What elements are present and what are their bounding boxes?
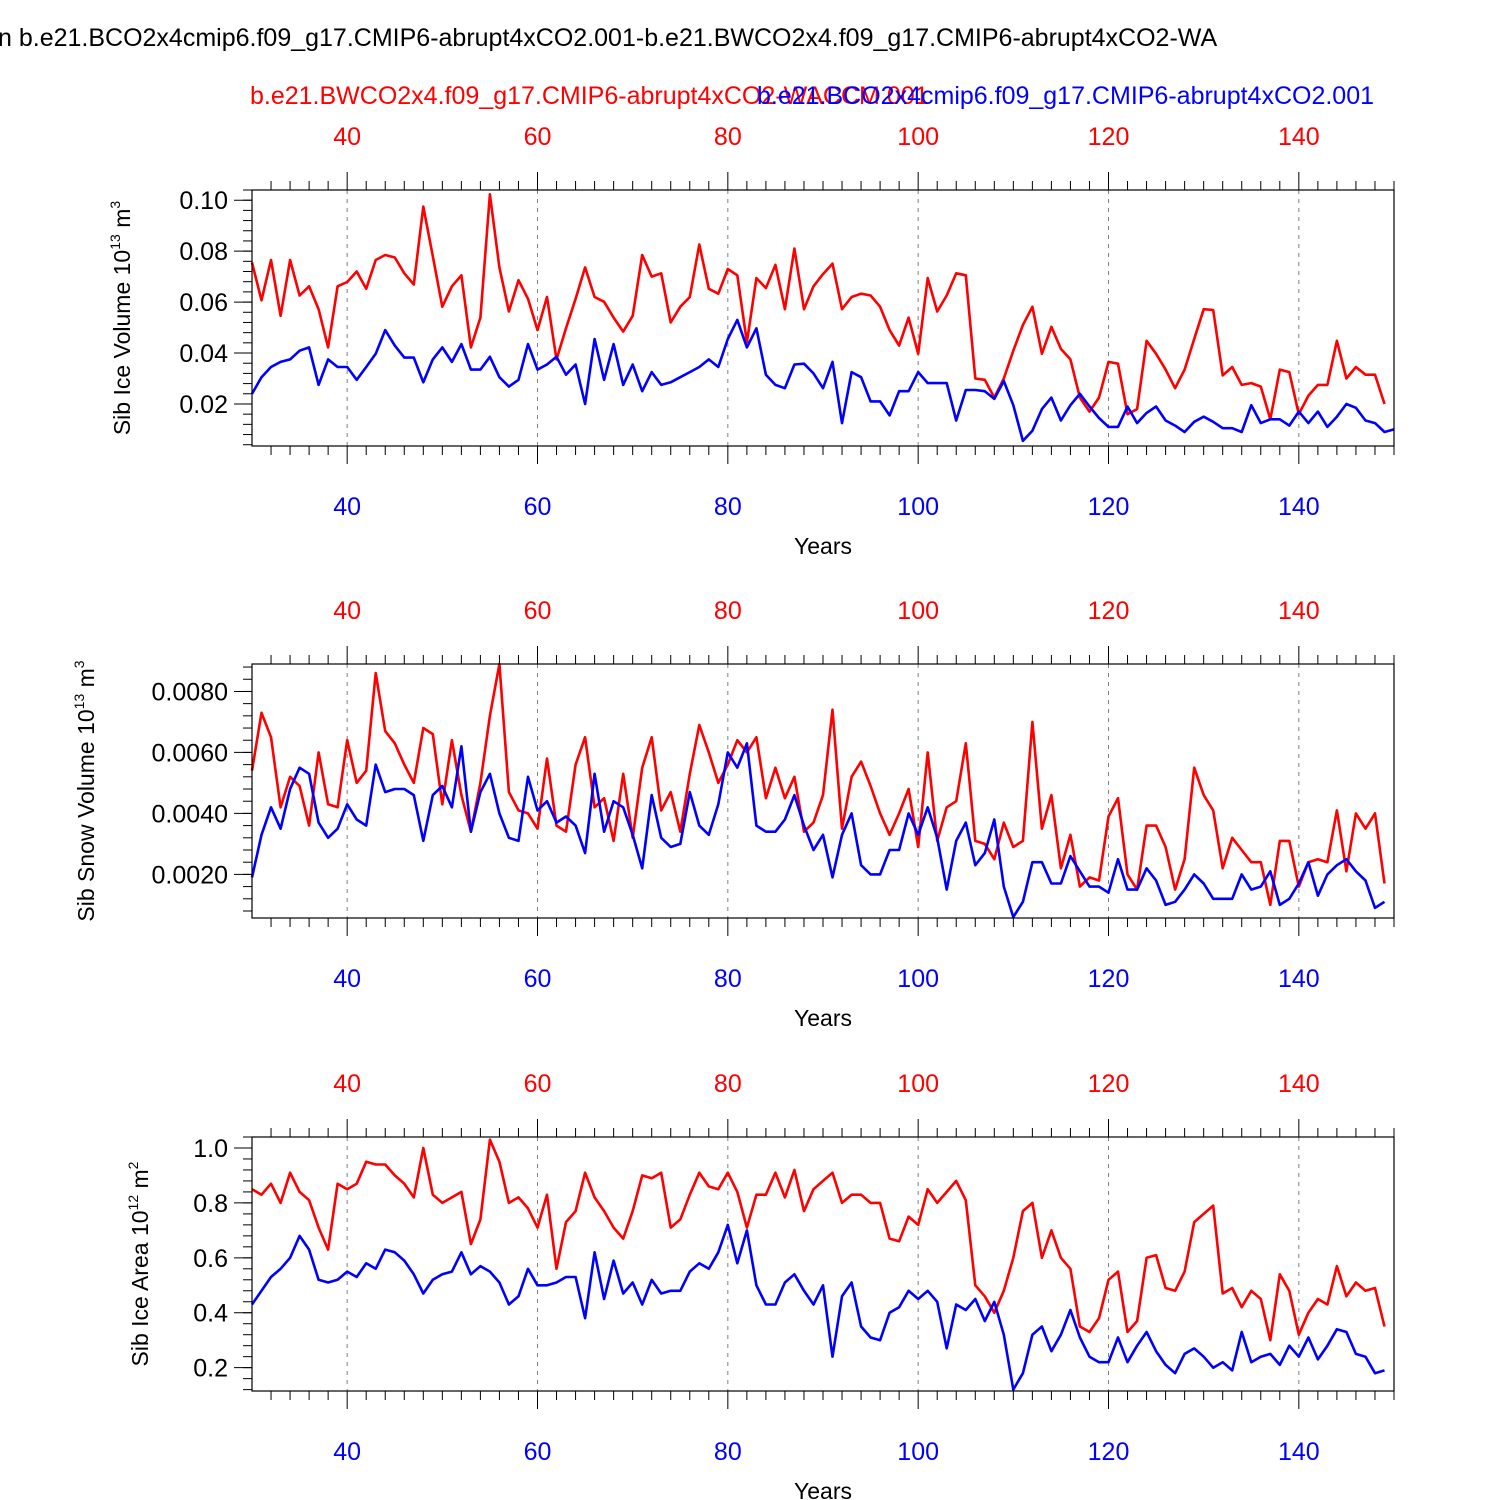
y-tick-label: 0.06 bbox=[179, 289, 228, 317]
x-tick-label: 140 bbox=[1278, 493, 1320, 521]
x-tick-label: 100 bbox=[897, 965, 939, 993]
red-series-line bbox=[250, 662, 1386, 907]
y-tick-label: 0.08 bbox=[179, 238, 228, 266]
top-x-tick-label: 100 bbox=[897, 597, 939, 625]
x-tick-label: 60 bbox=[524, 1438, 552, 1466]
top-x-tick-label: 120 bbox=[1088, 123, 1130, 151]
blue-series-label: b.e21.BCO2x4cmip6.f09_g17.CMIP6-abrupt4x… bbox=[757, 82, 1374, 110]
y-tick-label: 0.04 bbox=[179, 340, 228, 368]
top-x-tick-label: 80 bbox=[714, 597, 742, 625]
x-tick-label: 100 bbox=[897, 493, 939, 521]
red-series-line bbox=[250, 193, 1386, 421]
y-tick-label: 0.4 bbox=[193, 1300, 228, 1328]
y-tick-label: 0.0040 bbox=[152, 800, 228, 828]
top-x-tick-label: 120 bbox=[1088, 597, 1130, 625]
y-tick-label: 0.6 bbox=[193, 1245, 228, 1273]
x-tick-label: 60 bbox=[524, 493, 552, 521]
x-axis-label: Years bbox=[794, 533, 852, 559]
plot-frame bbox=[251, 189, 1395, 447]
top-x-tick-label: 140 bbox=[1278, 1070, 1320, 1098]
y-tick-label: 0.02 bbox=[179, 391, 228, 419]
plot-frame bbox=[251, 1136, 1395, 1392]
sib-ice-volume-panel: 40 40 60 60 80 80 100 100 120 120 140 140 0.02 0.04 0.… bbox=[107, 123, 1395, 559]
x-tick-label: 120 bbox=[1088, 493, 1130, 521]
x-tick-label: 140 bbox=[1278, 1438, 1320, 1466]
sib-ice-area-panel: 40 40 60 60 80 80 100 100 120 120 140 140 0.2 0.4 0.6 0… bbox=[125, 1070, 1395, 1500]
x-tick-label: 80 bbox=[714, 493, 742, 521]
top-x-tick-label: 100 bbox=[897, 1070, 939, 1098]
sib-snow-volume-panel: 40 40 60 60 80 80 100 100 120 120 140 140 0.0020 0.00… bbox=[71, 597, 1395, 1031]
x-tick-label: 80 bbox=[714, 1438, 742, 1466]
figure-title: n b.e21.BCO2x4cmip6.f09_g17.CMIP6-abrupt… bbox=[0, 24, 1217, 52]
x-tick-label: 140 bbox=[1278, 965, 1320, 993]
x-tick-label: 40 bbox=[333, 965, 361, 993]
x-axis-label: Years bbox=[794, 1005, 852, 1031]
red-series-label: b.e21.BWCO2x4.f09_g17.CMIP6-abrupt4xCO2-… bbox=[250, 82, 929, 110]
top-x-tick-label: 80 bbox=[714, 1070, 742, 1098]
top-x-tick-label: 60 bbox=[524, 123, 552, 151]
x-tick-label: 60 bbox=[524, 965, 552, 993]
y-tick-label: 0.10 bbox=[179, 187, 228, 215]
y-tick-label: 0.0020 bbox=[152, 861, 228, 889]
top-x-tick-label: 60 bbox=[524, 1070, 552, 1098]
top-x-tick-label: 40 bbox=[333, 123, 361, 151]
top-x-tick-label: 140 bbox=[1278, 597, 1320, 625]
x-tick-label: 120 bbox=[1088, 1438, 1130, 1466]
top-x-tick-label: 60 bbox=[524, 597, 552, 625]
top-x-tick-label: 140 bbox=[1278, 123, 1320, 151]
y-tick-label: 1.0 bbox=[193, 1135, 228, 1163]
x-tick-label: 40 bbox=[333, 1438, 361, 1466]
blue-series-line bbox=[250, 1223, 1385, 1391]
x-axis-label: Years bbox=[794, 1478, 852, 1500]
y-axis-label: Sib Ice Area 1012 m2 bbox=[125, 1161, 153, 1366]
y-tick-label: 0.2 bbox=[193, 1355, 228, 1383]
top-x-tick-label: 80 bbox=[714, 123, 742, 151]
x-tick-label: 40 bbox=[333, 493, 361, 521]
x-tick-label: 120 bbox=[1088, 965, 1130, 993]
blue-series-line bbox=[250, 318, 1395, 443]
top-x-tick-label: 100 bbox=[897, 123, 939, 151]
top-x-tick-label: 40 bbox=[333, 597, 361, 625]
y-tick-label: 0.0060 bbox=[152, 739, 228, 767]
x-tick-label: 80 bbox=[714, 965, 742, 993]
top-x-tick-label: 40 bbox=[333, 1070, 361, 1098]
red-series-line bbox=[251, 1138, 1386, 1342]
y-tick-label: 0.0080 bbox=[152, 678, 228, 706]
x-tick-label: 100 bbox=[897, 1438, 939, 1466]
y-tick-label: 0.8 bbox=[193, 1190, 228, 1218]
y-axis-label: Sib Ice Volume 1013 m3 bbox=[107, 201, 135, 436]
blue-series-line bbox=[250, 741, 1386, 919]
top-x-tick-label: 120 bbox=[1088, 1070, 1130, 1098]
y-axis-label: Sib Snow Volume 1013 m3 bbox=[71, 660, 99, 921]
